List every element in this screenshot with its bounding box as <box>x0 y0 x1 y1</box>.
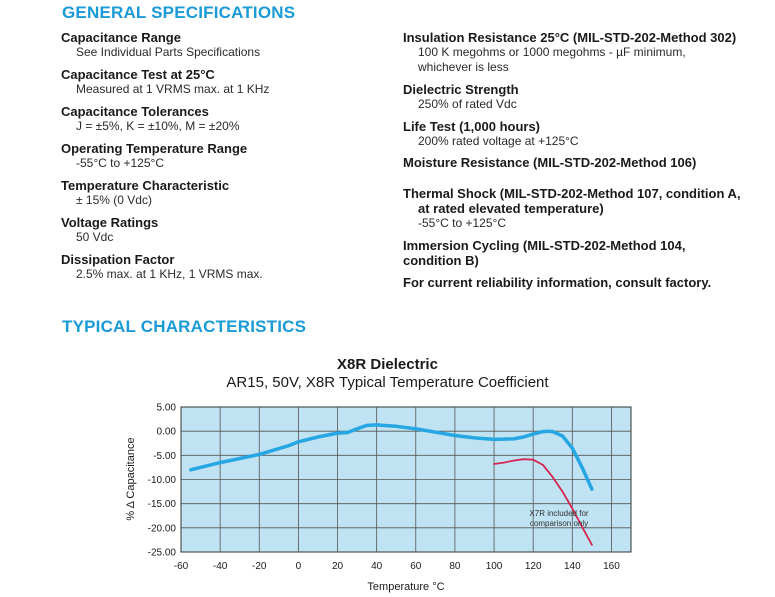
x7r-series-line <box>493 458 593 546</box>
spec-immersion-cycling: Immersion Cycling (MIL-STD-202-Method 10… <box>403 238 763 275</box>
spec-life-test: Life Test (1,000 hours) 200% rated volta… <box>403 119 763 155</box>
spec-label: Immersion Cycling (MIL-STD-202-Method 10… <box>403 238 686 253</box>
spec-operating-temperature-range: Operating Temperature Range -55°C to +12… <box>61 141 391 178</box>
x-tick-label: 40 <box>371 561 383 572</box>
specs-right-column: Insulation Resistance 25°C (MIL-STD-202-… <box>403 30 763 290</box>
spec-value: Measured at 1 VRMS max. at 1 KHz <box>76 82 270 96</box>
spec-label: Capacitance Test at 25°C <box>61 67 215 82</box>
axes: -60 -40 -20 0 20 40 60 80 100 120 140 160 5.00 0.00 -5… <box>148 403 621 573</box>
spec-label: Dielectric Strength <box>403 82 519 97</box>
spec-label-continued: at rated elevated temperature) <box>418 201 604 216</box>
spec-value: 200% rated voltage at +125°C <box>418 134 579 148</box>
x7r-annotation-line-2: comparison only <box>530 519 588 528</box>
spec-dielectric-strength: Dielectric Strength 250% of rated Vdc <box>403 82 763 119</box>
spec-value: 250% of rated Vdc <box>418 97 517 111</box>
spec-value: whichever is less <box>418 60 509 74</box>
y-tick-label: -5.00 <box>153 451 176 462</box>
spec-label: Capacitance Range <box>61 30 181 45</box>
x7r-annotation-line-1: X7R included for <box>529 509 588 518</box>
x-tick-label: -20 <box>252 561 267 572</box>
spec-value: ± 15% (0 Vdc) <box>76 193 152 207</box>
spec-label: For current reliability information, con… <box>403 275 712 290</box>
spec-label: Insulation Resistance 25°C (MIL-STD-202-… <box>403 30 737 45</box>
typical-characteristics-title: TYPICAL CHARACTERISTICS <box>62 317 307 336</box>
spec-label: Capacitance Tolerances <box>61 104 209 119</box>
x-tick-label: 60 <box>410 561 422 572</box>
chart-subtitle: AR15, 50V, X8R Typical Temperature Coeff… <box>226 374 549 391</box>
x-tick-label: 140 <box>564 561 581 572</box>
spec-capacitance-tolerances: Capacitance Tolerances J = ±5%, K = ±10%… <box>61 104 391 141</box>
spec-value: 2.5% max. at 1 KHz, 1 VRMS max. <box>76 267 263 281</box>
spec-value: 50 Vdc <box>76 230 114 244</box>
spec-label: Life Test (1,000 hours) <box>403 119 541 134</box>
y-axis-label: % Δ Capacitance <box>125 437 137 520</box>
spec-capacitance-test: Capacitance Test at 25°C Measured at 1 V… <box>61 67 391 104</box>
spec-value: 100 K megohms or 1000 megohms - µF minim… <box>418 45 686 59</box>
x-tick-label: 20 <box>332 561 344 572</box>
spec-label-continued: condition B) <box>403 253 479 268</box>
y-tick-label: -10.00 <box>148 475 177 486</box>
x-tick-label: 80 <box>449 561 461 572</box>
spec-temperature-characteristic: Temperature Characteristic ± 15% (0 Vdc) <box>61 178 391 215</box>
x-tick-label: 160 <box>603 561 620 572</box>
y-tick-label: -25.00 <box>148 548 177 559</box>
y-tick-label: 5.00 <box>157 403 177 414</box>
general-specifications-title: GENERAL SPECIFICATIONS <box>62 3 296 22</box>
x-axis-label: Temperature °C <box>367 581 444 593</box>
chart-title: X8R Dielectric <box>337 356 438 373</box>
spec-value: See Individual Parts Specifications <box>76 45 261 59</box>
spec-capacitance-range: Capacitance Range See Individual Parts S… <box>61 30 391 67</box>
y-tick-label: 0.00 <box>157 427 177 438</box>
spec-value: J = ±5%, K = ±10%, M = ±20% <box>76 119 240 133</box>
spec-thermal-shock: Thermal Shock (MIL-STD-202-Method 107, c… <box>403 186 763 238</box>
x-tick-label: 120 <box>525 561 542 572</box>
spec-label: Thermal Shock (MIL-STD-202-Method 107, c… <box>403 186 741 201</box>
x-tick-label: -60 <box>174 561 189 572</box>
spec-moisture-resistance: Moisture Resistance (MIL-STD-202-Method … <box>403 155 763 186</box>
y-tick-label: -20.00 <box>148 523 177 534</box>
spec-dissipation-factor: Dissipation Factor 2.5% max. at 1 KHz, 1… <box>61 252 391 289</box>
x-tick-label: 0 <box>296 561 302 572</box>
gridlines <box>181 407 631 552</box>
spec-value: -55°C to +125°C <box>76 156 164 170</box>
series-lines <box>189 423 594 546</box>
spec-reliability-note: For current reliability information, con… <box>403 275 763 290</box>
spec-label: Temperature Characteristic <box>61 178 230 193</box>
spec-label: Dissipation Factor <box>61 252 175 267</box>
spec-insulation-resistance: Insulation Resistance 25°C (MIL-STD-202-… <box>403 30 763 82</box>
spec-label: Voltage Ratings <box>61 215 159 230</box>
y-tick-label: -15.00 <box>148 499 177 510</box>
x-tick-label: 100 <box>486 561 503 572</box>
specs-left-column: Capacitance Range See Individual Parts S… <box>61 30 391 289</box>
spec-voltage-ratings: Voltage Ratings 50 Vdc <box>61 215 391 252</box>
x-tick-label: -40 <box>213 561 228 572</box>
spec-label: Moisture Resistance (MIL-STD-202-Method … <box>403 155 697 170</box>
x8r-series-line <box>189 423 594 491</box>
spec-label: Operating Temperature Range <box>61 141 248 156</box>
spec-value: -55°C to +125°C <box>418 216 506 230</box>
